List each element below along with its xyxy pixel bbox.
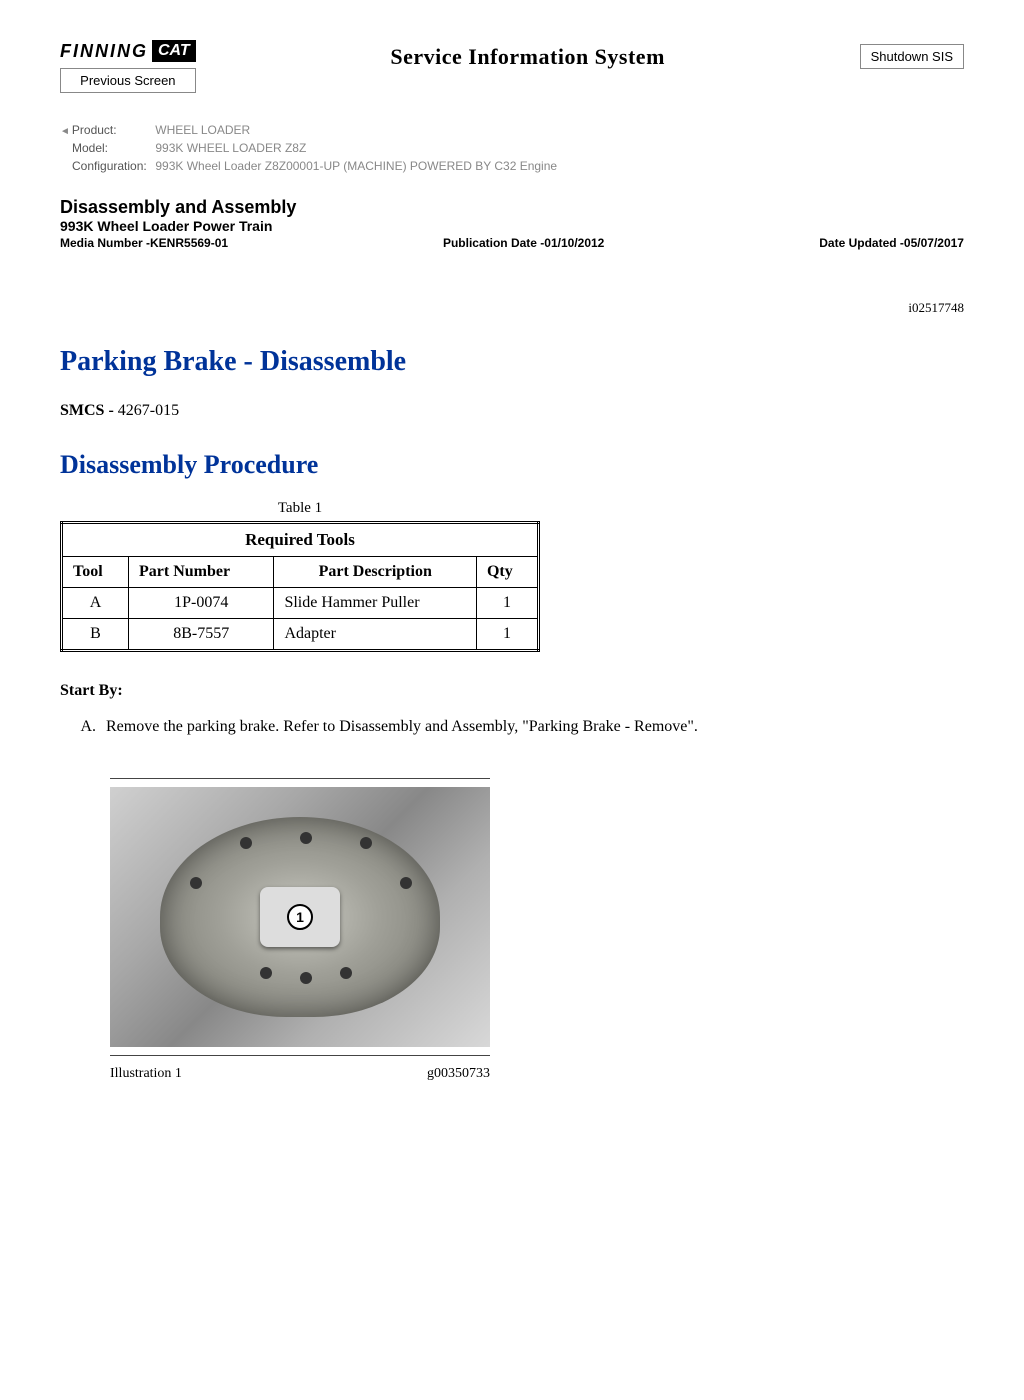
col-qty: Qty [476, 557, 538, 588]
product-value: WHEEL LOADER [155, 123, 250, 137]
media-number: Media Number -KENR5569-01 [60, 236, 228, 250]
date-updated: Date Updated -05/07/2017 [819, 236, 964, 250]
cell-qty: 1 [476, 588, 538, 619]
publication-date: Publication Date -01/10/2012 [443, 236, 604, 250]
previous-screen-button[interactable]: Previous Screen [60, 68, 196, 93]
illustration-block: 1 Illustration 1 g00350733 [110, 778, 964, 1082]
logo-text: FINNING [60, 41, 148, 62]
callout-marker: 1 [287, 904, 313, 930]
required-tools-table: Required Tools Tool Part Number Part Des… [60, 521, 540, 652]
config-label: Configuration: [72, 159, 152, 173]
shutdown-sis-button[interactable]: Shutdown SIS [860, 44, 964, 69]
col-tool: Tool [62, 557, 129, 588]
document-id: i02517748 [60, 300, 964, 316]
cell-part-number: 1P-0074 [129, 588, 274, 619]
cell-tool: A [62, 588, 129, 619]
table-row: A 1P-0074 Slide Hammer Puller 1 [62, 588, 539, 619]
illustration-label: Illustration 1 [110, 1066, 182, 1082]
smcs-code: SMCS - 4267-015 [60, 402, 964, 420]
doc-type: Disassembly and Assembly [60, 197, 964, 218]
table-title: Required Tools [62, 523, 539, 557]
config-value: 993K Wheel Loader Z8Z00001-UP (MACHINE) … [155, 159, 557, 173]
product-metadata: ◄Product: WHEEL LOADER Model: 993K WHEEL… [60, 123, 964, 173]
illustration-divider-bottom [110, 1055, 490, 1056]
smcs-value: 4267-015 [118, 402, 179, 419]
table-caption: Table 1 [60, 500, 540, 517]
parking-brake-shape: 1 [160, 817, 440, 1017]
cell-part-number: 8B-7557 [129, 619, 274, 651]
cell-qty: 1 [476, 619, 538, 651]
step-item: Remove the parking brake. Refer to Disas… [100, 716, 964, 738]
model-value: 993K WHEEL LOADER Z8Z [155, 141, 306, 155]
cell-description: Adapter [274, 619, 477, 651]
product-label: Product: [72, 123, 152, 137]
start-by-label: Start By: [60, 682, 964, 700]
system-title: Service Information System [216, 44, 840, 70]
page-title: Parking Brake - Disassemble [60, 346, 964, 378]
illustration-divider-top [110, 778, 490, 779]
section-title: Disassembly Procedure [60, 450, 964, 480]
brand-logo: FINNING CAT [60, 40, 196, 62]
cell-description: Slide Hammer Puller [274, 588, 477, 619]
start-by-steps: Remove the parking brake. Refer to Disas… [100, 716, 964, 738]
col-description: Part Description [274, 557, 477, 588]
col-part-number: Part Number [129, 557, 274, 588]
model-label: Model: [72, 141, 152, 155]
smcs-label: SMCS - [60, 402, 118, 419]
cell-tool: B [62, 619, 129, 651]
table-row: B 8B-7557 Adapter 1 [62, 619, 539, 651]
doc-subtitle: 993K Wheel Loader Power Train [60, 218, 964, 234]
logo-badge: CAT [152, 40, 196, 62]
illustration-ref: g00350733 [427, 1066, 490, 1082]
illustration-image: 1 [110, 787, 490, 1047]
back-arrow-icon: ◄ [60, 126, 70, 137]
